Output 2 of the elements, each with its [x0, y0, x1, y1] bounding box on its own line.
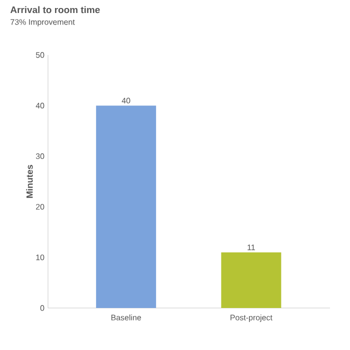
y-axis-title: Minutes	[26, 164, 33, 198]
chart-title: Arrival to room time	[10, 6, 100, 14]
